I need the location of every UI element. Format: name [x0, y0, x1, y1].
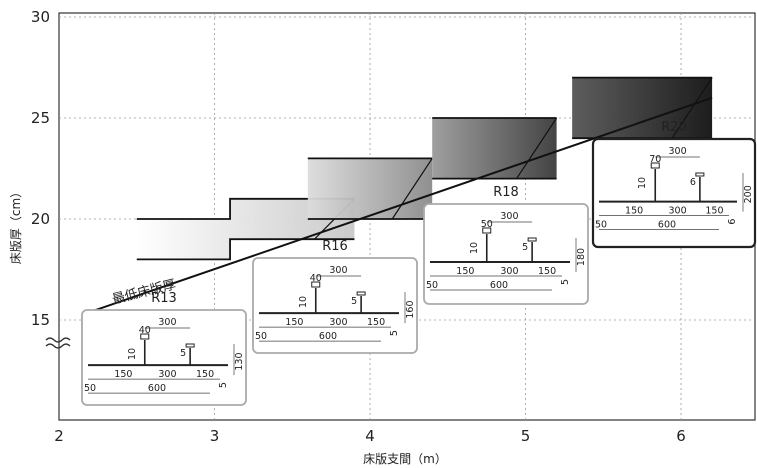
dim-span-right: 150 — [367, 317, 385, 328]
band-upper-r13 — [136, 197, 355, 220]
dim-small: 5 — [218, 382, 229, 388]
dim-span-right: 150 — [196, 369, 214, 380]
dim-spacing-top: 300 — [158, 317, 176, 328]
rib-flange-right — [356, 291, 366, 296]
rib-flange-left — [311, 281, 321, 288]
dim-height: 200 — [743, 185, 754, 203]
section-label: R16 — [322, 239, 348, 254]
dim-height: 160 — [405, 300, 416, 318]
band-edge — [516, 117, 558, 179]
rib-flange-right — [527, 237, 537, 242]
min-thickness-line-path — [89, 96, 713, 313]
section-r18: R18 300 50 5 10 180 150 300 150 600 50 5 — [423, 185, 589, 305]
dim-span-mid: 300 — [329, 317, 347, 328]
section-box — [423, 203, 589, 305]
dim-top: 40 — [310, 273, 322, 284]
dim-base-height: 10 — [127, 348, 138, 360]
dim-span-left: 150 — [625, 206, 643, 217]
dim-total: 600 — [658, 220, 676, 231]
band-r20 — [572, 77, 713, 139]
section-label: R18 — [493, 185, 519, 200]
dim-span-mid: 300 — [500, 266, 518, 277]
band-edge — [391, 158, 433, 220]
dim-span-right: 150 — [705, 206, 723, 217]
section-box — [591, 137, 757, 249]
band-edge — [671, 77, 713, 139]
x-tick-label: 5 — [521, 427, 531, 445]
dim-span-right: 150 — [538, 266, 556, 277]
rib-flange-left — [140, 333, 150, 340]
dim-small: 6 — [727, 219, 738, 225]
section-box — [81, 309, 247, 406]
x-tick-label: 2 — [54, 427, 64, 445]
dim-height: 130 — [234, 352, 245, 370]
y-axis-title: 床版厚（cm） — [9, 186, 23, 264]
dim-total: 600 — [490, 280, 508, 291]
rib-flange-right — [185, 343, 195, 348]
rib-flange-left — [650, 162, 660, 169]
axis-break-icon — [45, 337, 71, 349]
dim-edge: 50 — [426, 280, 438, 291]
x-axis-title: 床版支間（m） — [363, 452, 447, 466]
dim-lower: 6 — [690, 177, 696, 188]
dim-small: 5 — [389, 330, 400, 336]
y-tick-label: 20 — [31, 210, 50, 228]
dim-small: 5 — [560, 279, 571, 285]
thickness-bands — [136, 76, 713, 261]
y-tick-label: 30 — [31, 8, 50, 26]
band-lower-r13 — [136, 238, 355, 261]
dim-lower: 5 — [522, 242, 528, 253]
rib-flange-right — [695, 172, 705, 177]
section-r16: R16 300 40 5 10 160 150 300 150 600 50 5 — [252, 239, 418, 354]
dim-base-height: 10 — [298, 296, 309, 308]
rib-flange-left — [482, 227, 492, 234]
dim-span-mid: 300 — [668, 206, 686, 217]
dim-span-mid: 300 — [158, 369, 176, 380]
y-tick-label: 15 — [31, 311, 50, 329]
tick-labels: 2 3 4 5 6 15 20 25 30 — [31, 8, 686, 445]
band-r13 — [136, 198, 355, 260]
dim-lower: 5 — [180, 348, 186, 359]
band-r16 — [307, 158, 433, 219]
dim-spacing-top: 300 — [668, 146, 686, 157]
cross-sections: R13 300 40 5 10 130 150 300 150 600 50 5 R16 300 40 5 10… — [81, 120, 757, 406]
y-tick-label: 25 — [31, 109, 50, 127]
section-r20: R20 300 70 6 10 200 150 300 150 600 50 6 — [591, 120, 757, 249]
dim-lower: 5 — [351, 296, 357, 307]
section-r13: R13 300 40 5 10 130 150 300 150 600 50 5 — [81, 291, 247, 406]
dim-spacing-top: 300 — [329, 265, 347, 276]
band-r18 — [432, 118, 557, 179]
dim-span-left: 150 — [114, 369, 132, 380]
dim-base-height: 10 — [637, 177, 648, 189]
section-box — [252, 257, 418, 354]
dim-edge: 50 — [255, 331, 267, 342]
dim-top: 70 — [649, 154, 661, 165]
dim-span-left: 150 — [456, 266, 474, 277]
dim-top: 50 — [481, 219, 493, 230]
dim-edge: 50 — [84, 383, 96, 394]
dim-total: 600 — [148, 383, 166, 394]
dim-edge: 50 — [595, 220, 607, 231]
dim-base-height: 10 — [469, 242, 480, 254]
x-tick-label: 4 — [365, 427, 375, 445]
section-label: R13 — [151, 291, 177, 306]
dim-height: 180 — [576, 248, 587, 266]
dim-span-left: 150 — [285, 317, 303, 328]
x-tick-label: 6 — [676, 427, 686, 445]
section-label: R20 — [661, 120, 687, 135]
dim-total: 600 — [319, 331, 337, 342]
dim-spacing-top: 300 — [500, 211, 518, 222]
x-tick-label: 3 — [210, 427, 220, 445]
dim-top: 40 — [139, 325, 151, 336]
